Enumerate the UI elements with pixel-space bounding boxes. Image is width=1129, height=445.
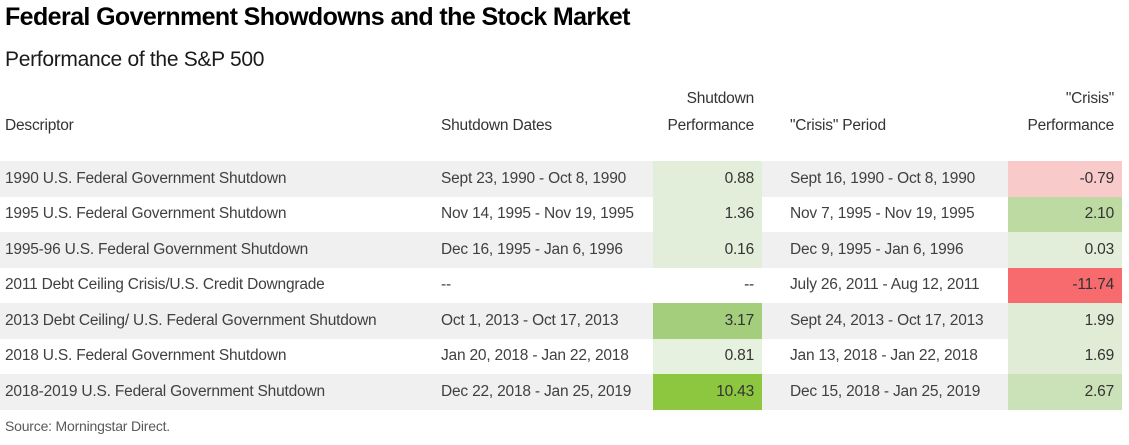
cell-descriptor: 2011 Debt Ceiling Crisis/U.S. Credit Dow… — [5, 276, 325, 294]
cell-descriptor: 2018 U.S. Federal Government Shutdown — [5, 347, 287, 365]
cell-descriptor: 1990 U.S. Federal Government Shutdown — [5, 169, 287, 187]
table-row: 2018 U.S. Federal Government Shutdown Jan… — [0, 338, 1122, 375]
cell-gap — [762, 303, 790, 339]
cell-shutdown-dates: -- — [441, 276, 451, 294]
cell-crisis-period: Sept 24, 2013 - Oct 17, 2013 — [790, 311, 984, 329]
report: Federal Government Showdowns and the Sto… — [0, 2, 1129, 434]
cell-shutdown-performance: 0.88 — [653, 161, 762, 197]
cell-shutdown-performance: 10.43 — [653, 374, 762, 410]
cell-gap — [762, 161, 790, 197]
cell-crisis-performance: 1.99 — [1008, 303, 1122, 339]
table-row: 2011 Debt Ceiling Crisis/U.S. Credit Dow… — [0, 267, 1122, 304]
cell-gap — [762, 339, 790, 375]
column-header-line: Performance — [667, 117, 754, 134]
column-header-crisis-period: "Crisis" Period — [790, 117, 886, 134]
column-header-line: "Crisis" — [1065, 90, 1114, 107]
table-row: 1995 U.S. Federal Government Shutdown Nov… — [0, 196, 1122, 233]
table-row: 1990 U.S. Federal Government Shutdown Sep… — [0, 161, 1122, 197]
cell-descriptor: 1995 U.S. Federal Government Shutdown — [5, 205, 287, 223]
cell-crisis-period: Nov 7, 1995 - Nov 19, 1995 — [790, 205, 975, 223]
table-row: 1995-96 U.S. Federal Government Shutdown… — [0, 232, 1122, 268]
cell-crisis-performance: 2.10 — [1008, 196, 1122, 232]
cell-descriptor: 1995-96 U.S. Federal Government Shutdown — [5, 240, 309, 258]
cell-crisis-performance: 0.03 — [1008, 232, 1122, 268]
column-header-crisis-performance: "Crisis" Performance — [1008, 85, 1122, 139]
column-header-shutdown-dates: Shutdown Dates — [441, 117, 552, 134]
cell-crisis-period: Dec 9, 1995 - Jan 6, 1996 — [790, 240, 964, 258]
cell-crisis-performance: -0.79 — [1008, 161, 1122, 197]
cell-shutdown-performance: 0.81 — [653, 338, 762, 374]
cell-crisis-performance: 2.67 — [1008, 374, 1122, 410]
cell-crisis-period: July 26, 2011 - Aug 12, 2011 — [790, 276, 980, 294]
cell-descriptor: 2013 Debt Ceiling/ U.S. Federal Governme… — [5, 311, 377, 329]
cell-gap — [762, 232, 790, 268]
cell-gap — [762, 374, 790, 410]
column-header-line: Performance — [1027, 117, 1114, 134]
cell-crisis-performance: 1.69 — [1008, 338, 1122, 374]
table-row: 2018-2019 U.S. Federal Government Shutdo… — [0, 374, 1122, 410]
column-header-shutdown-performance: Shutdown Performance — [653, 85, 762, 139]
cell-shutdown-dates: Dec 16, 1995 - Jan 6, 1996 — [441, 240, 623, 258]
cell-descriptor: 2018-2019 U.S. Federal Government Shutdo… — [5, 382, 325, 400]
cell-shutdown-dates: Sept 23, 1990 - Oct 8, 1990 — [441, 169, 627, 187]
cell-crisis-period: Sept 16, 1990 - Oct 8, 1990 — [790, 169, 976, 187]
cell-shutdown-dates: Oct 1, 2013 - Oct 17, 2013 — [441, 311, 619, 329]
page-title: Federal Government Showdowns and the Sto… — [5, 3, 631, 31]
cell-shutdown-dates: Jan 20, 2018 - Jan 22, 2018 — [441, 347, 629, 365]
column-header-descriptor: Descriptor — [5, 117, 74, 134]
cell-crisis-period: Jan 13, 2018 - Jan 22, 2018 — [790, 347, 978, 365]
table-header: Descriptor Shutdown Dates Shutdown Perfo… — [0, 85, 1122, 139]
cell-gap — [762, 197, 790, 233]
cell-shutdown-performance: 1.36 — [653, 196, 762, 232]
cell-shutdown-performance: 3.17 — [653, 303, 762, 339]
page-subtitle: Performance of the S&P 500 — [5, 48, 265, 71]
table-body: 1990 U.S. Federal Government Shutdown Sep… — [0, 161, 1129, 410]
cell-shutdown-performance: 0.16 — [653, 232, 762, 268]
cell-crisis-performance: -11.74 — [1008, 267, 1122, 303]
cell-crisis-period: Dec 15, 2018 - Jan 25, 2019 — [790, 382, 981, 400]
cell-shutdown-dates: Nov 14, 1995 - Nov 19, 1995 — [441, 205, 634, 223]
source-note: Source: Morningstar Direct. — [5, 417, 170, 434]
table-row: 2013 Debt Ceiling/ U.S. Federal Governme… — [0, 303, 1122, 339]
column-header-line: Shutdown — [686, 90, 755, 107]
cell-shutdown-dates: Dec 22, 2018 - Jan 25, 2019 — [441, 382, 632, 400]
cell-gap — [762, 268, 790, 304]
cell-shutdown-performance: -- — [744, 276, 754, 294]
